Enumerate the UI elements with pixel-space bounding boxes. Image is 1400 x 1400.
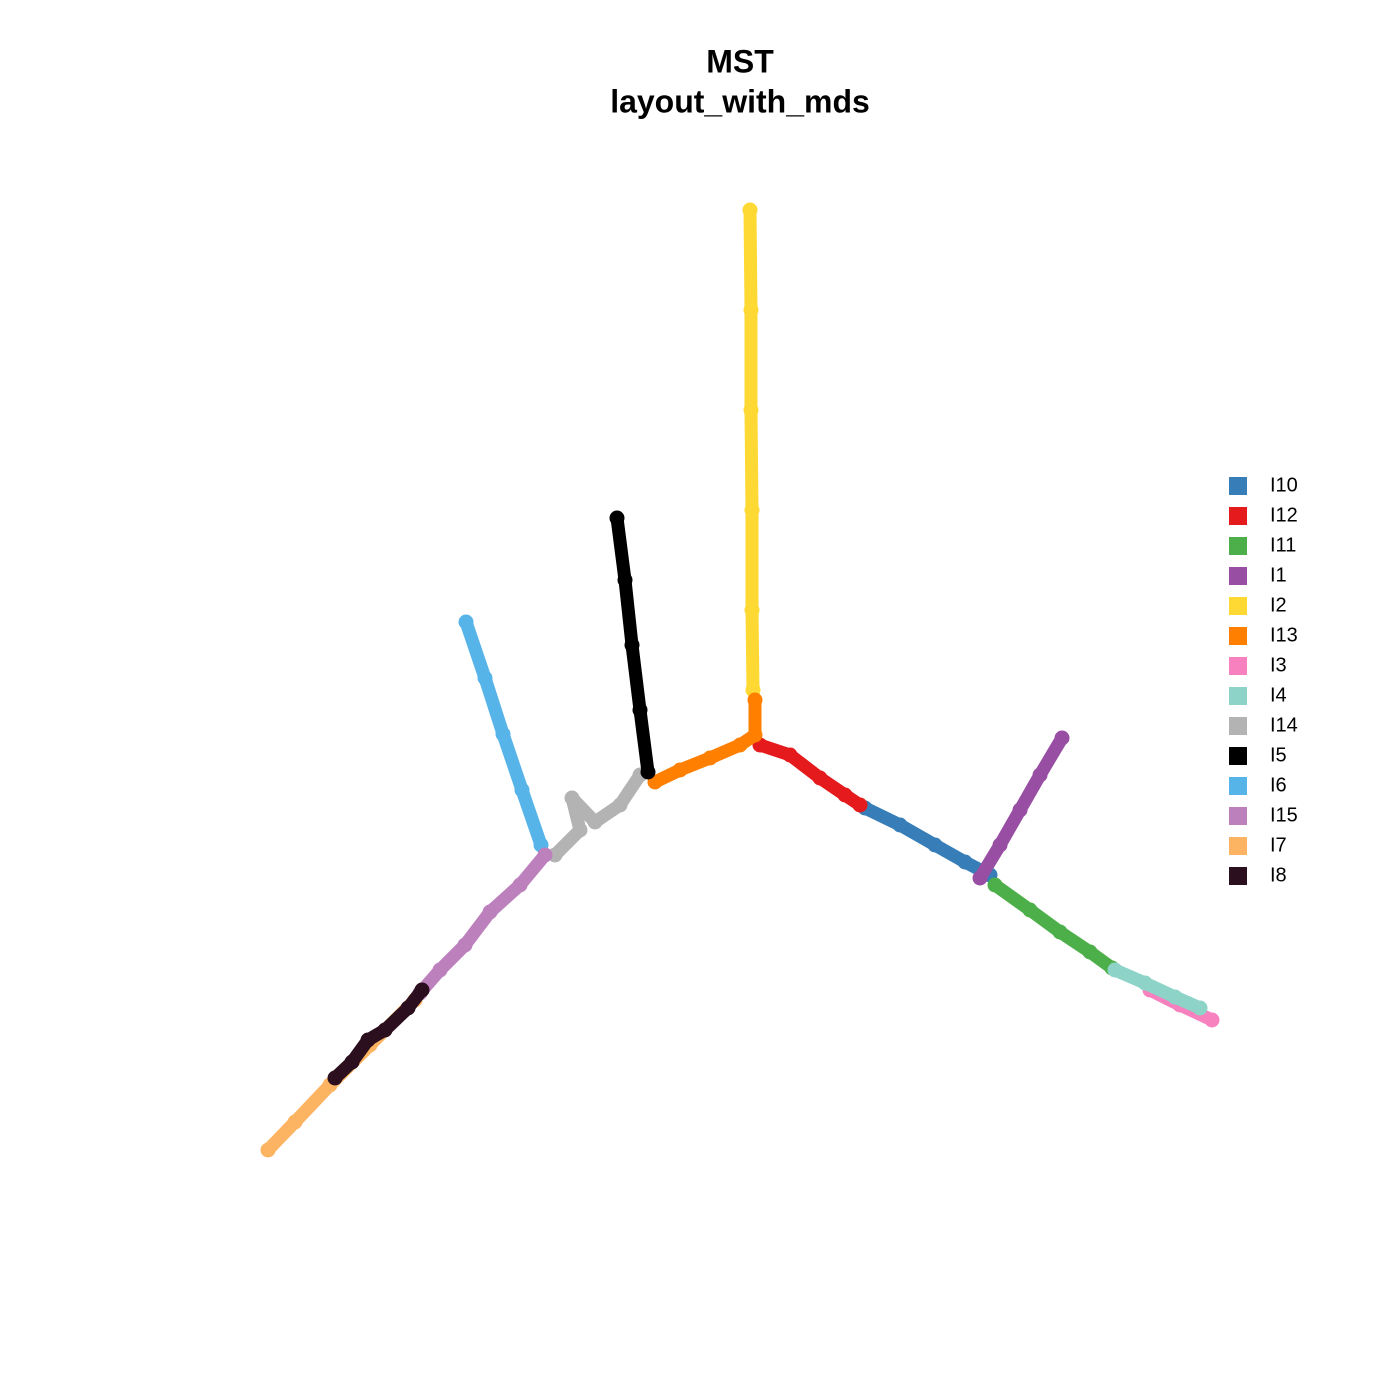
node <box>1032 767 1048 783</box>
node <box>414 982 430 998</box>
legend-swatch <box>1229 627 1247 645</box>
legend-swatch <box>1229 687 1247 705</box>
node <box>587 814 603 830</box>
node <box>477 670 493 686</box>
node <box>1167 989 1183 1005</box>
legend-swatch <box>1229 807 1247 825</box>
node <box>360 1032 376 1048</box>
legend-label: I12 <box>1270 504 1298 526</box>
legend-swatch <box>1229 867 1247 885</box>
node <box>992 837 1008 853</box>
node <box>1052 924 1068 940</box>
node <box>1192 1000 1208 1016</box>
legend-label: I4 <box>1270 684 1287 706</box>
node <box>987 877 1003 893</box>
node <box>812 770 828 786</box>
legend-label: I13 <box>1270 624 1298 646</box>
node <box>1054 730 1070 746</box>
legend-swatch <box>1229 567 1247 585</box>
legend-swatch <box>1229 717 1247 735</box>
legend-label: I2 <box>1270 594 1287 616</box>
legend-swatch <box>1229 597 1247 615</box>
node <box>609 510 625 526</box>
node <box>624 637 640 653</box>
legend-label: I8 <box>1270 864 1287 886</box>
legend-label: I15 <box>1270 804 1298 826</box>
edge-path <box>743 203 760 697</box>
edge-path <box>1108 963 1207 1015</box>
node <box>972 870 988 886</box>
node <box>457 937 473 953</box>
node <box>1137 975 1153 991</box>
legend-label: I10 <box>1270 474 1298 496</box>
node <box>852 797 868 813</box>
node <box>742 202 758 218</box>
legend-swatch <box>1229 537 1247 555</box>
legend-label: I1 <box>1270 564 1287 586</box>
node <box>747 692 763 708</box>
node <box>377 1022 393 1038</box>
legend-label: I7 <box>1270 834 1287 856</box>
node <box>512 877 528 893</box>
legend-swatch <box>1229 837 1247 855</box>
node <box>1012 802 1028 818</box>
node <box>892 817 908 833</box>
node <box>747 727 763 743</box>
node <box>744 602 760 618</box>
node <box>672 762 688 778</box>
node <box>537 847 553 863</box>
legend-label: I3 <box>1270 654 1287 676</box>
node <box>400 1000 416 1016</box>
legend-swatch <box>1229 657 1247 675</box>
node <box>957 854 973 870</box>
node <box>782 747 798 763</box>
node <box>260 1142 276 1158</box>
node <box>612 797 628 813</box>
node <box>1022 902 1038 918</box>
node <box>482 904 498 920</box>
node <box>572 822 588 838</box>
node <box>617 572 633 588</box>
legend-swatch <box>1229 507 1247 525</box>
legend-label: I6 <box>1270 774 1287 796</box>
node <box>287 1114 303 1130</box>
legend-label: I14 <box>1270 714 1298 736</box>
node <box>743 302 759 318</box>
node <box>432 962 448 978</box>
node <box>514 782 530 798</box>
node <box>1107 962 1123 978</box>
legend-label: I11 <box>1270 534 1296 556</box>
legend-swatch <box>1229 747 1247 765</box>
node <box>632 702 648 718</box>
node <box>564 790 580 806</box>
legend-swatch <box>1229 777 1247 795</box>
node <box>927 837 943 853</box>
node <box>1204 1012 1220 1028</box>
node <box>702 750 718 766</box>
node <box>743 402 759 418</box>
node <box>458 614 474 630</box>
chart-title: MST <box>706 43 774 79</box>
node <box>640 764 656 780</box>
node <box>344 1054 360 1070</box>
legend-swatch <box>1229 477 1247 495</box>
node <box>1082 944 1098 960</box>
chart-subtitle: layout_with_mds <box>610 83 870 119</box>
node <box>837 787 853 803</box>
node <box>495 726 511 742</box>
legend-label: I5 <box>1270 744 1287 766</box>
node <box>744 502 760 518</box>
node <box>732 737 748 753</box>
node <box>327 1070 343 1086</box>
